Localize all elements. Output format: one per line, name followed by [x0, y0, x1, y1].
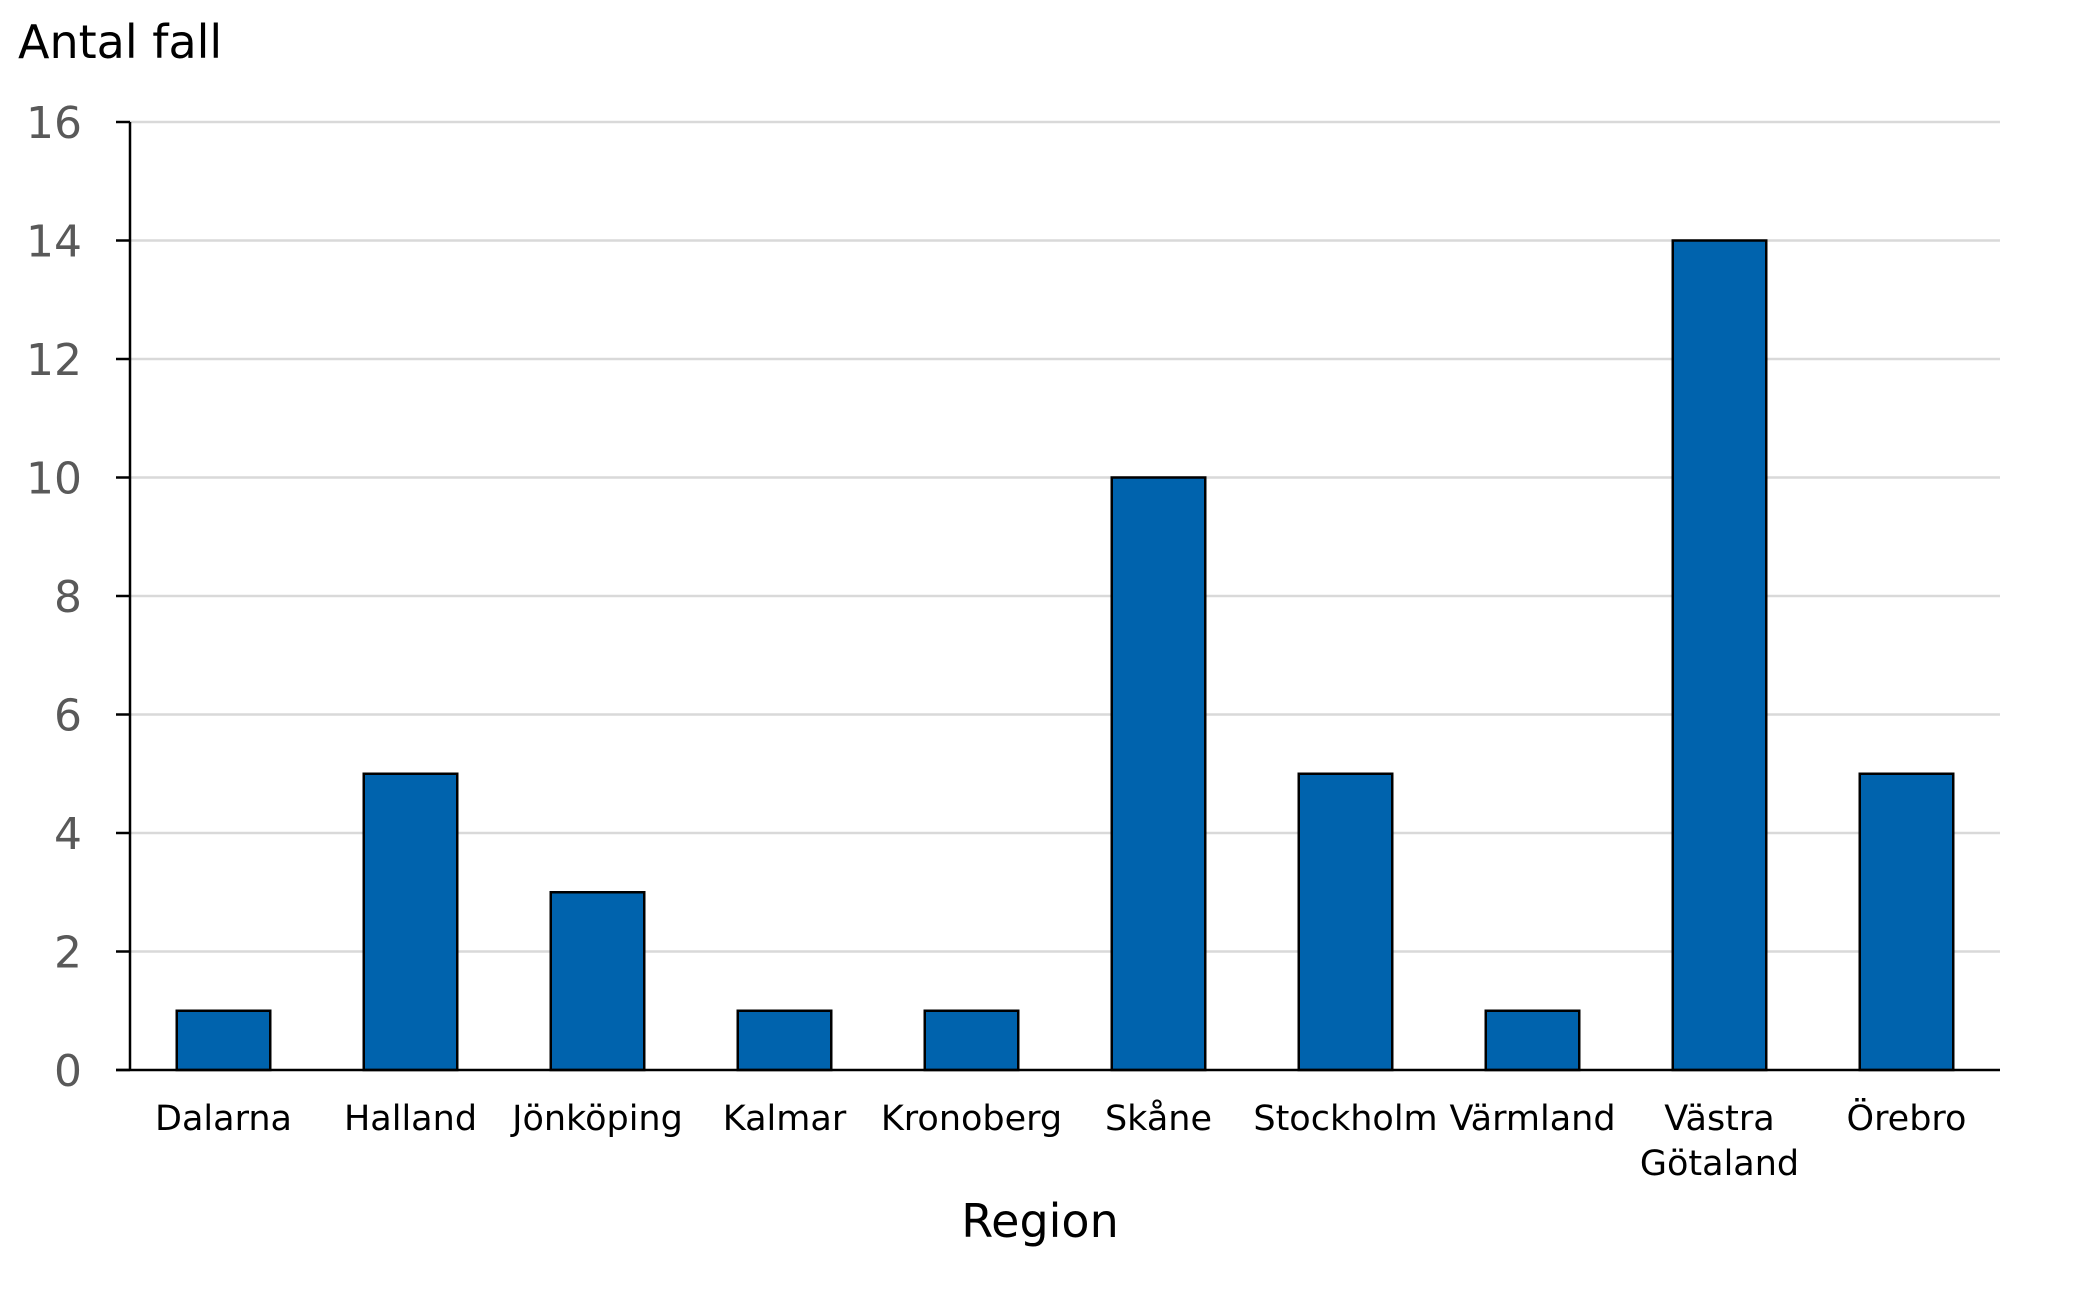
y-tick-label: 4 [54, 809, 82, 860]
x-tick-label: Halland [344, 1099, 477, 1139]
x-tick-label: Dalarna [155, 1099, 292, 1139]
bars [175, 239, 1955, 1072]
x-tick-labels: Dalarna Halland Jönköping Kalmar Kronoberg Sk… [155, 1097, 1966, 1184]
bar [1858, 772, 1955, 1072]
y-tick-label: 10 [26, 454, 82, 505]
y-tick-label: 16 [26, 98, 82, 149]
x-tick-label: Jönköping [510, 1099, 683, 1139]
y-axis-label: Antal fall [18, 15, 222, 69]
bar [1297, 772, 1394, 1072]
bar [175, 1009, 272, 1072]
x-axis-label: Region [961, 1194, 1118, 1248]
x-tick-label: Västra [1664, 1099, 1774, 1139]
bar [549, 891, 646, 1072]
axes [116, 120, 2000, 1072]
x-tick-label: Kalmar [723, 1099, 847, 1139]
bar [736, 1009, 833, 1072]
y-tick-label: 2 [54, 928, 82, 979]
bar [1110, 476, 1207, 1072]
bar [1671, 239, 1768, 1072]
bar [923, 1009, 1020, 1072]
y-tick-label: 6 [54, 691, 82, 742]
y-tick-label: 0 [54, 1046, 82, 1097]
x-tick-label: Skåne [1105, 1098, 1212, 1139]
x-tick-label: Götaland [1640, 1144, 1799, 1184]
y-tick-label: 14 [26, 217, 82, 268]
x-tick-label: Värmland [1449, 1099, 1615, 1139]
x-tick-label: Kronoberg [881, 1099, 1062, 1139]
y-tick-labels: 0 2 4 6 8 10 12 14 16 [26, 98, 82, 1097]
y-tick-label: 8 [54, 572, 82, 623]
bar [362, 772, 459, 1072]
x-tick-label: Stockholm [1253, 1099, 1437, 1139]
x-tick-label: Örebro [1847, 1097, 1967, 1139]
bar [1484, 1009, 1581, 1072]
y-tick-label: 12 [26, 335, 82, 386]
